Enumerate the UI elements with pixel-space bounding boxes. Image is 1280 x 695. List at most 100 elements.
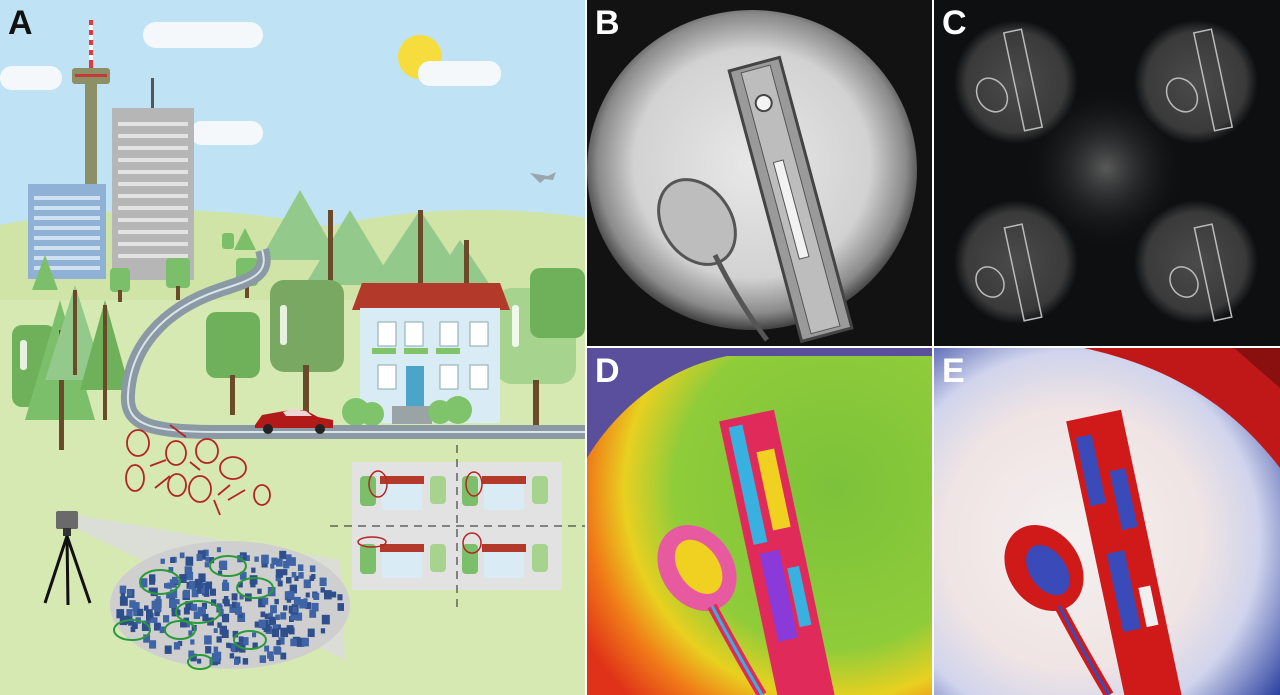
cube — [299, 599, 307, 609]
cube — [137, 608, 144, 617]
cube — [268, 612, 273, 619]
cube — [258, 619, 266, 629]
cube — [197, 606, 206, 617]
cube — [222, 579, 228, 586]
cube — [229, 653, 235, 659]
cube — [272, 624, 279, 632]
cube — [164, 583, 169, 589]
cube — [166, 593, 171, 599]
cube — [130, 626, 136, 633]
cube — [290, 638, 297, 647]
cube — [257, 588, 262, 594]
cube — [139, 578, 148, 588]
cube — [252, 642, 258, 649]
cube — [205, 646, 212, 654]
cube — [168, 567, 174, 573]
camera-tripod-icon — [43, 511, 92, 606]
cube — [179, 574, 187, 583]
panel-label-c: C — [942, 4, 967, 42]
cube — [288, 557, 296, 566]
multiplexed-grayscale-image — [934, 0, 1280, 346]
cube — [196, 553, 203, 561]
cube — [216, 659, 221, 665]
cube — [119, 585, 127, 594]
cube — [213, 646, 219, 652]
cube — [180, 619, 187, 628]
cube — [210, 588, 216, 596]
cube — [133, 610, 139, 617]
cube — [235, 602, 241, 608]
cube — [238, 636, 244, 643]
cube — [337, 594, 343, 601]
cube — [303, 579, 311, 589]
cube — [309, 565, 316, 572]
cube — [150, 587, 158, 597]
cube — [166, 582, 172, 589]
cube — [324, 590, 332, 600]
panel-label-a: A — [8, 4, 33, 42]
cube — [331, 591, 337, 598]
cube — [198, 573, 206, 582]
cube — [209, 557, 215, 564]
cube — [261, 554, 269, 564]
cube — [216, 547, 221, 553]
cube — [268, 616, 276, 626]
cube — [234, 606, 242, 615]
cube — [191, 589, 199, 598]
cube — [271, 628, 280, 638]
cube — [231, 601, 238, 608]
cube — [201, 609, 206, 615]
cube — [190, 653, 197, 662]
cube — [262, 597, 269, 605]
cube — [231, 644, 239, 653]
cube — [292, 606, 298, 613]
cube — [188, 630, 193, 636]
cube — [154, 599, 162, 608]
cube — [319, 577, 327, 586]
cube — [258, 598, 266, 608]
cube — [263, 619, 269, 626]
cube — [238, 612, 243, 618]
cube — [191, 603, 197, 611]
cube — [254, 621, 260, 628]
cube — [172, 576, 178, 584]
panel-label-e: E — [942, 352, 965, 390]
cube — [155, 604, 162, 612]
cube — [298, 572, 304, 579]
cube — [163, 615, 170, 623]
cube — [280, 612, 287, 620]
cube — [307, 628, 315, 637]
cube — [218, 570, 223, 576]
cube — [127, 590, 133, 597]
cube — [175, 609, 181, 616]
cube — [126, 609, 133, 617]
cube — [223, 596, 229, 602]
false-color-spoon-ruler-image — [587, 348, 932, 695]
cube — [189, 580, 197, 590]
panel-b-grayscale-image: B — [587, 0, 932, 346]
cube — [119, 596, 128, 606]
cube — [305, 602, 312, 610]
cube — [270, 563, 275, 569]
cube — [212, 658, 218, 666]
cube — [228, 643, 234, 649]
cube — [271, 557, 278, 565]
panel-d-falsecolor-image: D — [587, 348, 932, 695]
cube — [129, 600, 136, 608]
cube — [219, 625, 227, 635]
cube — [120, 592, 126, 599]
cube — [217, 622, 222, 628]
cube — [280, 627, 289, 638]
cube — [275, 574, 282, 582]
cloud — [418, 61, 501, 86]
cube — [297, 564, 304, 571]
cube — [286, 577, 292, 584]
cube — [320, 587, 325, 593]
cube — [320, 628, 326, 634]
cube — [239, 571, 247, 580]
cube — [276, 558, 283, 567]
cube — [202, 613, 209, 622]
cube — [185, 601, 193, 611]
cube — [294, 575, 299, 581]
cube — [169, 595, 176, 602]
